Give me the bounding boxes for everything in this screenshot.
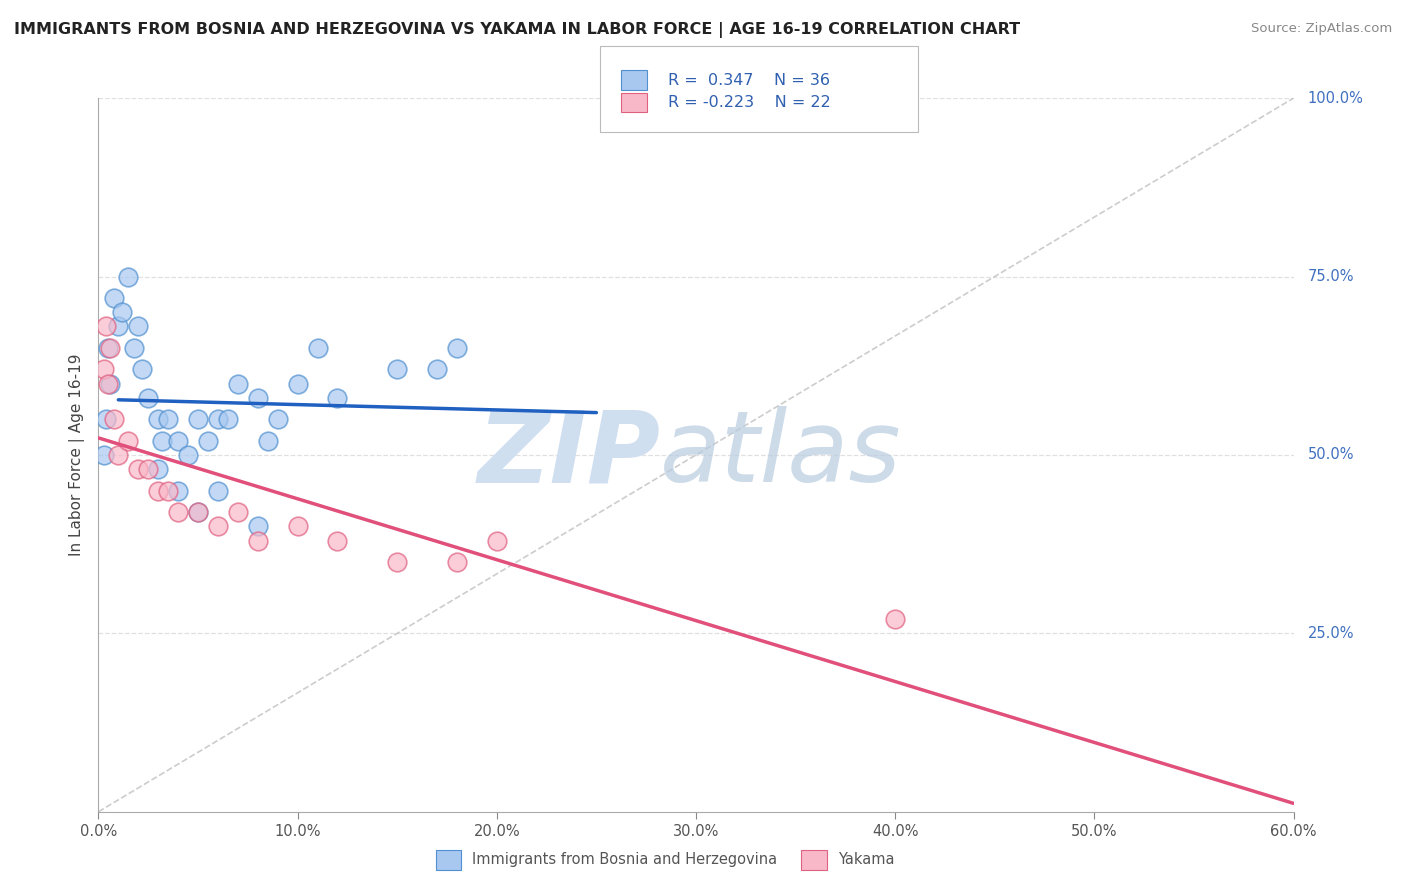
- Point: [131, 362, 153, 376]
- Point: [136, 391, 159, 405]
- Point: [177, 448, 200, 462]
- Point: [217, 412, 239, 426]
- Point: [157, 412, 180, 426]
- Point: [256, 434, 278, 448]
- Point: [157, 483, 180, 498]
- Y-axis label: In Labor Force | Age 16-19: In Labor Force | Age 16-19: [69, 353, 84, 557]
- Point: [207, 412, 229, 426]
- Point: [426, 362, 449, 376]
- Text: Immigrants from Bosnia and Herzegovina: Immigrants from Bosnia and Herzegovina: [472, 853, 778, 867]
- Point: [187, 505, 209, 519]
- Point: [97, 341, 120, 355]
- Point: [167, 434, 190, 448]
- Point: [127, 462, 149, 476]
- Text: R =  0.347    N = 36: R = 0.347 N = 36: [668, 73, 830, 87]
- Point: [96, 412, 118, 426]
- Text: IMMIGRANTS FROM BOSNIA AND HERZEGOVINA VS YAKAMA IN LABOR FORCE | AGE 16-19 CORR: IMMIGRANTS FROM BOSNIA AND HERZEGOVINA V…: [14, 22, 1021, 38]
- Point: [148, 462, 170, 476]
- Text: 50.0%: 50.0%: [1308, 448, 1354, 462]
- Point: [107, 448, 129, 462]
- Point: [226, 505, 249, 519]
- Point: [124, 341, 146, 355]
- Text: 75.0%: 75.0%: [1308, 269, 1354, 284]
- Point: [197, 434, 219, 448]
- Point: [267, 412, 290, 426]
- Point: [103, 412, 125, 426]
- Text: ZIP: ZIP: [477, 407, 661, 503]
- Point: [446, 555, 468, 569]
- Point: [98, 376, 122, 391]
- Point: [187, 505, 209, 519]
- Point: [246, 533, 269, 548]
- Point: [167, 505, 190, 519]
- Text: Yakama: Yakama: [838, 853, 894, 867]
- Point: [127, 319, 149, 334]
- Point: [150, 434, 173, 448]
- Point: [148, 412, 170, 426]
- Point: [287, 519, 309, 533]
- Point: [446, 341, 468, 355]
- Point: [207, 483, 229, 498]
- Point: [307, 341, 329, 355]
- Point: [246, 519, 269, 533]
- Point: [246, 391, 269, 405]
- Point: [385, 362, 409, 376]
- Point: [97, 376, 120, 391]
- Point: [385, 555, 409, 569]
- Point: [187, 412, 209, 426]
- Text: atlas: atlas: [661, 407, 901, 503]
- Point: [226, 376, 249, 391]
- Point: [117, 434, 139, 448]
- Point: [93, 448, 115, 462]
- Text: R = -0.223    N = 22: R = -0.223 N = 22: [668, 95, 831, 110]
- Point: [111, 305, 134, 319]
- Point: [103, 291, 125, 305]
- Point: [485, 533, 508, 548]
- Point: [98, 341, 122, 355]
- Text: 100.0%: 100.0%: [1308, 91, 1364, 105]
- Point: [207, 519, 229, 533]
- Point: [326, 533, 349, 548]
- Point: [167, 483, 190, 498]
- Point: [136, 462, 159, 476]
- Point: [93, 362, 115, 376]
- Point: [326, 391, 349, 405]
- Text: Source: ZipAtlas.com: Source: ZipAtlas.com: [1251, 22, 1392, 36]
- Point: [884, 612, 907, 626]
- Text: 25.0%: 25.0%: [1308, 626, 1354, 640]
- Point: [117, 269, 139, 284]
- Point: [96, 319, 118, 334]
- Point: [148, 483, 170, 498]
- Point: [287, 376, 309, 391]
- Point: [107, 319, 129, 334]
